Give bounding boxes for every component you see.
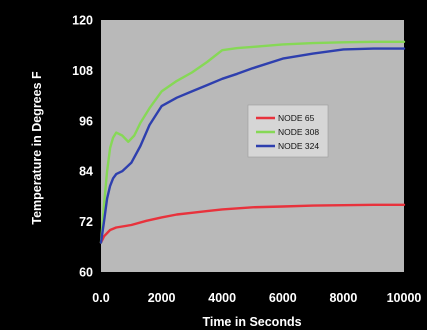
x-tick-label: 8000 [329,291,357,305]
y-tick-label: 84 [79,165,93,179]
x-tick-label: 2000 [148,291,176,305]
y-tick-label: 96 [79,114,93,128]
y-tick-label: 120 [72,14,93,28]
x-tick-label: 6000 [269,291,297,305]
x-tick-label: 10000 [387,291,422,305]
x-tick-label: 4000 [208,291,236,305]
y-axis-title: Temperature in Degrees F [30,71,44,225]
series-line-node-65 [99,203,406,244]
y-tick-label: 72 [79,215,93,229]
x-tick-label: 0.0 [92,291,109,305]
x-axis-title: Time in Seconds [202,315,301,329]
legend-label: NODE 308 [278,127,319,137]
y-tick-label: 108 [72,64,93,78]
y-tick-label: 60 [79,266,93,280]
series-line-node-308 [99,40,406,244]
legend-label: NODE 324 [278,141,319,151]
series-line-node-324 [99,47,406,244]
legend: NODE 65 NODE 308 NODE 324 [247,104,329,158]
legend-label: NODE 65 [278,113,315,123]
